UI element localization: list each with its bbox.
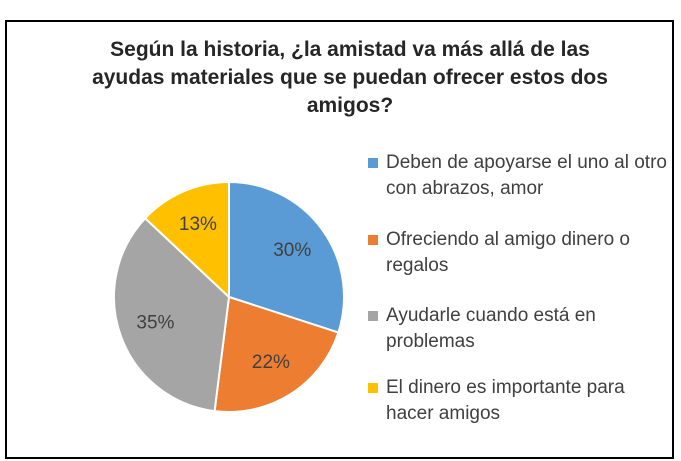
pie-slice bbox=[228, 180, 345, 334]
pie-slice bbox=[143, 180, 230, 300]
pie-slice bbox=[113, 216, 231, 413]
legend-label: El dinero es importante para hacer amigo… bbox=[386, 377, 625, 424]
legend-item: Ayudarle cuando está en problemas bbox=[368, 303, 668, 355]
legend-swatch bbox=[368, 383, 378, 393]
data-label: 30% bbox=[273, 240, 311, 261]
legend-label: Ofreciendo al amigo dinero o regalos bbox=[386, 229, 630, 276]
legend-item: Deben de apoyarse el uno al otro con abr… bbox=[368, 150, 668, 202]
legend-swatch bbox=[368, 158, 378, 168]
legend-item: El dinero es importante para hacer amigo… bbox=[368, 375, 668, 427]
legend-label: Ayudarle cuando está en problemas bbox=[386, 305, 596, 352]
legend-swatch bbox=[368, 311, 378, 321]
data-label: 13% bbox=[179, 214, 217, 235]
pie-slice bbox=[213, 295, 340, 413]
data-label: 22% bbox=[252, 352, 290, 373]
legend-label: Deben de apoyarse el uno al otro con abr… bbox=[386, 152, 667, 199]
chart-frame bbox=[5, 20, 674, 459]
legend-swatch bbox=[368, 235, 378, 245]
data-label: 35% bbox=[136, 313, 174, 334]
legend-item: Ofreciendo al amigo dinero o regalos bbox=[368, 227, 668, 279]
chart-title: Según la historia, ¿la amistad va más al… bbox=[92, 38, 608, 117]
